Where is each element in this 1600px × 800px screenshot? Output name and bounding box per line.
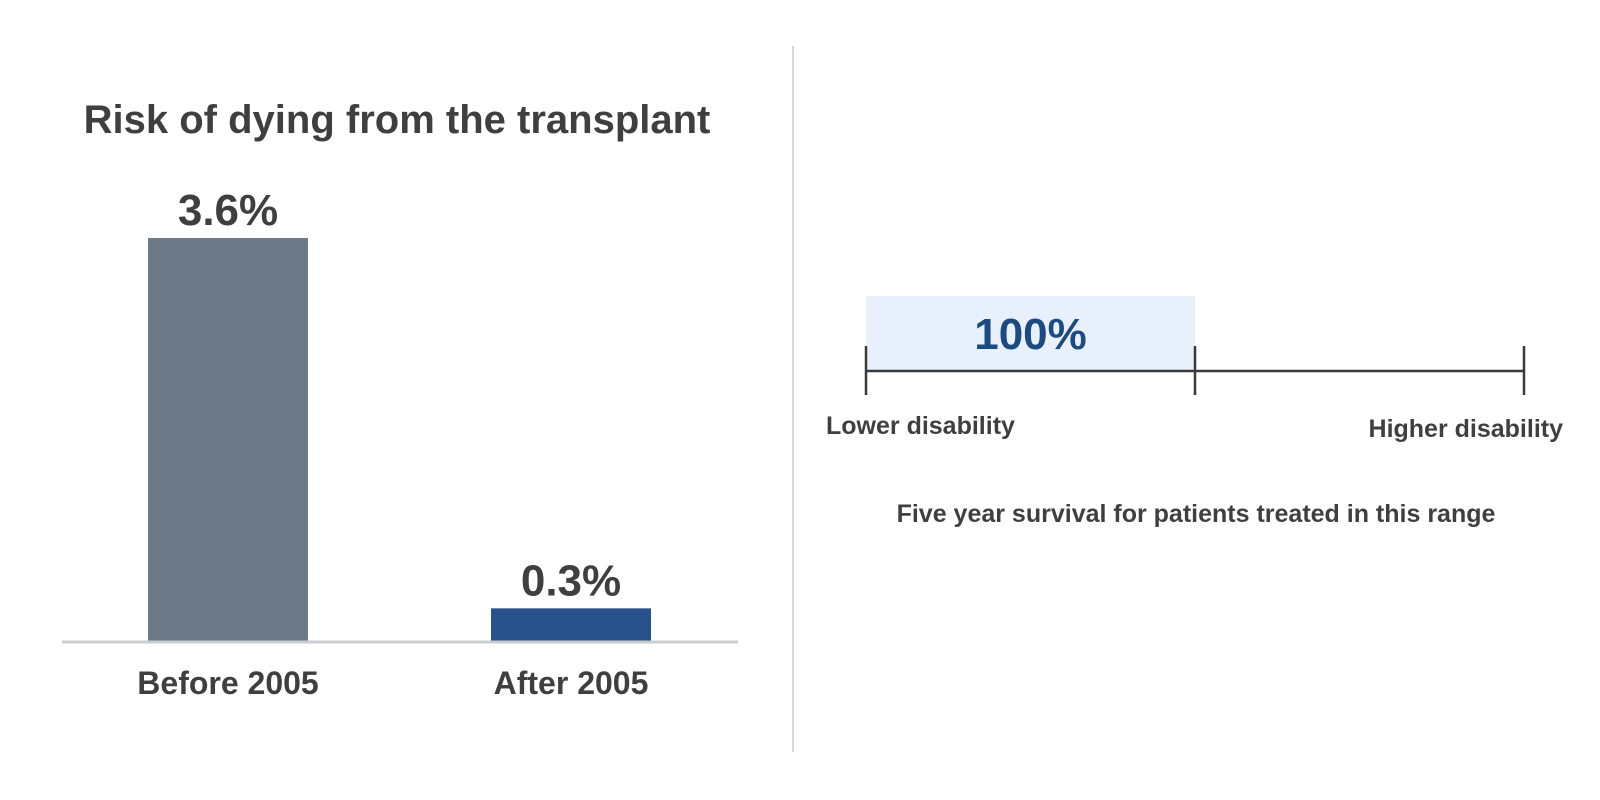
range-caption: Five year survival for patients treated … [897, 500, 1496, 528]
bar-before-2005 [148, 238, 308, 642]
bars: 3.6% Before 2005 0.3% After 2005 [137, 186, 651, 701]
bar-value-label: 0.3% [521, 556, 621, 605]
range-chart: 100% Lower disability Higher disability … [826, 296, 1563, 528]
scale-left-label: Lower disability [826, 412, 1015, 440]
highlight-value-label: 100% [974, 310, 1087, 359]
category-label: Before 2005 [137, 665, 318, 701]
chart-title: Risk of dying from the transplant [84, 98, 711, 142]
bar-after-2005 [491, 608, 651, 642]
category-label: After 2005 [494, 665, 649, 701]
bar-value-label: 3.6% [178, 186, 278, 235]
highlight-range [866, 296, 1195, 370]
bar-chart: Risk of dying from the transplant 3.6% Be… [62, 98, 738, 701]
scale-right-label: Higher disability [1369, 415, 1564, 443]
